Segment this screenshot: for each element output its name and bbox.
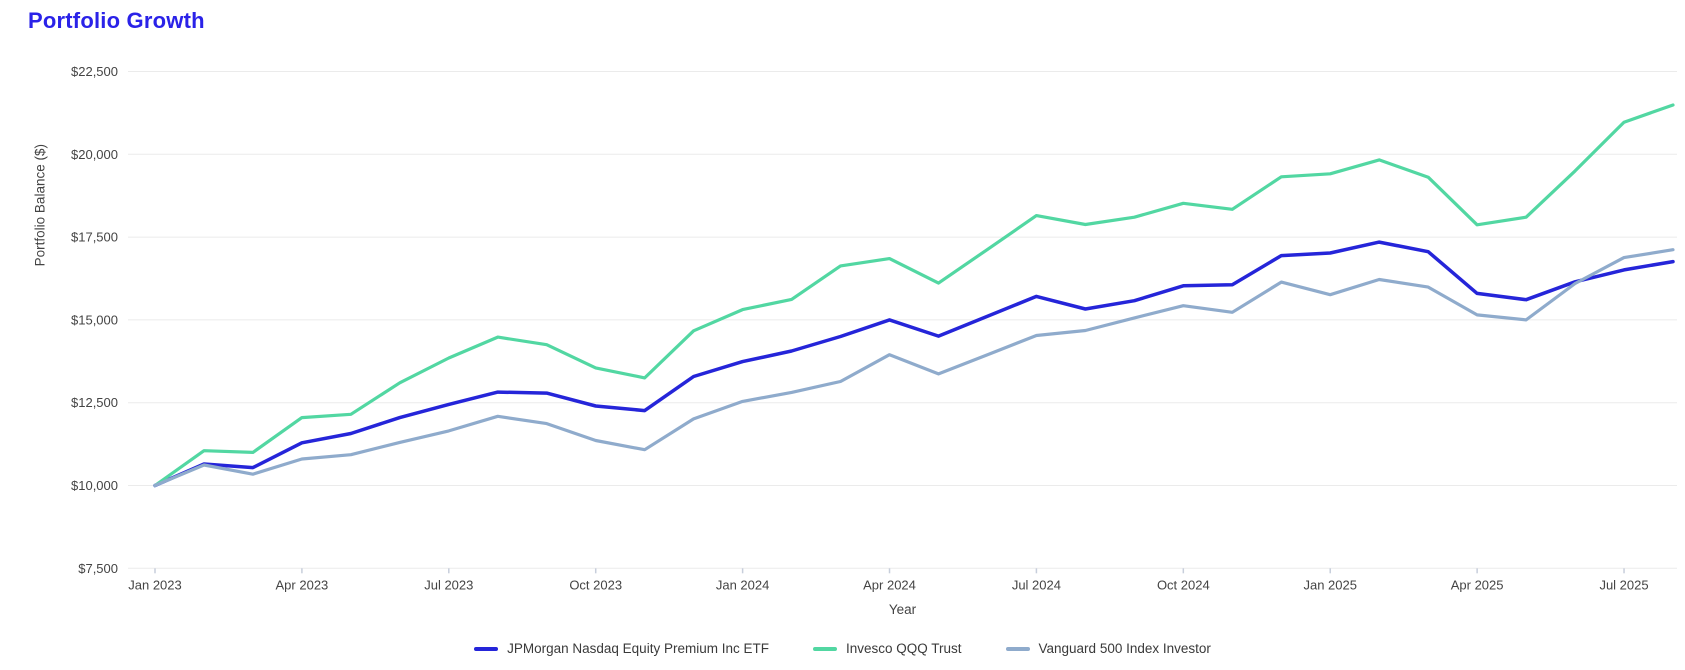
chart-legend: JPMorgan Nasdaq Equity Premium Inc ETF I… xyxy=(0,641,1685,656)
legend-swatch-invesco xyxy=(812,646,837,651)
x-tick-label: Jul 2024 xyxy=(1012,577,1061,592)
y-tick-label: $10,000 xyxy=(71,478,118,493)
x-tick-label: Apr 2025 xyxy=(1451,577,1504,592)
legend-label-vanguard: Vanguard 500 Index Investor xyxy=(1038,641,1211,656)
y-tick-label: $20,000 xyxy=(71,147,118,162)
legend-item-jpmorgan[interactable]: JPMorgan Nasdaq Equity Premium Inc ETF xyxy=(474,641,769,656)
series-line-1[interactable] xyxy=(153,240,1675,488)
x-tick-label: Oct 2023 xyxy=(569,577,622,592)
x-axis-title: Year xyxy=(888,602,917,617)
x-tick-label: Apr 2024 xyxy=(863,577,916,592)
legend-item-vanguard[interactable]: Vanguard 500 Index Investor xyxy=(1005,641,1211,656)
series-line-3[interactable] xyxy=(153,248,1675,488)
page-title: Portfolio Growth xyxy=(28,8,205,33)
legend-label-invesco: Invesco QQQ Trust xyxy=(845,641,962,656)
x-tick-label: Oct 2024 xyxy=(1157,577,1210,592)
y-tick-label: $7,500 xyxy=(78,561,118,576)
x-tick-label: Jan 2024 xyxy=(716,577,770,592)
x-tick-label: Apr 2023 xyxy=(276,577,329,592)
y-tick-label: $17,500 xyxy=(71,230,118,245)
legend-swatch-vanguard xyxy=(1005,646,1030,651)
x-tick-label: Jan 2023 xyxy=(128,577,182,592)
legend-label-jpmorgan: JPMorgan Nasdaq Equity Premium Inc ETF xyxy=(507,641,769,656)
x-tick-label: Jan 2025 xyxy=(1303,577,1357,592)
x-tick-label: Jul 2025 xyxy=(1599,577,1648,592)
legend-item-invesco[interactable]: Invesco QQQ Trust xyxy=(812,641,962,656)
y-tick-label: $12,500 xyxy=(71,395,118,410)
x-tick-label: Jul 2023 xyxy=(424,577,473,592)
y-tick-label: $15,000 xyxy=(71,312,118,327)
portfolio-growth-chart[interactable]: $22,500 $20,000 $17,500 $15,000 $12,500 $10,0… xyxy=(0,0,1685,640)
legend-swatch-jpmorgan xyxy=(474,646,499,651)
y-tick-label: $22,500 xyxy=(71,64,118,79)
series-line-2[interactable] xyxy=(153,103,1675,488)
